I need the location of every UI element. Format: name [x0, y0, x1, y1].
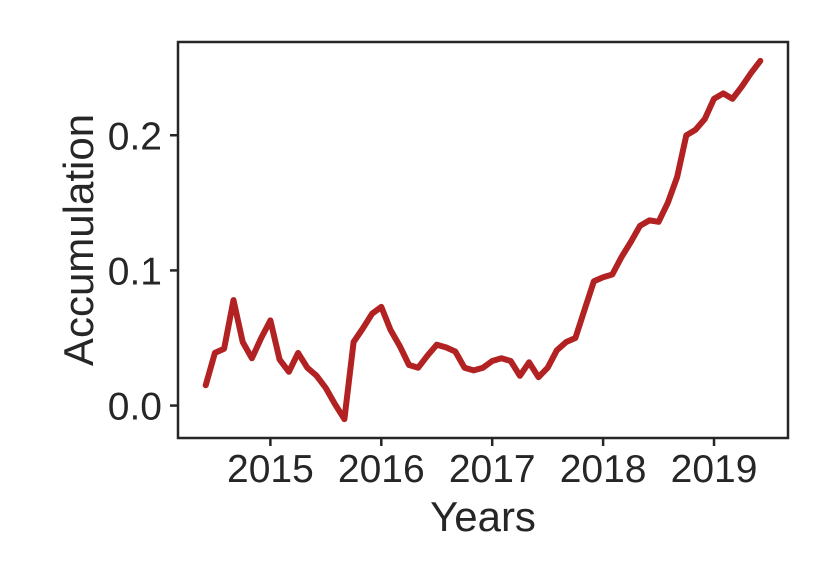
- plot-frame: [176, 40, 790, 440]
- y-axis-label: Accumulation: [55, 114, 102, 366]
- x-axis-label: Years: [430, 493, 536, 540]
- x-tick-label: 2018: [560, 448, 647, 491]
- plot-area: 2015 2016 2017 2018 2019 0.0 0.1 0.2: [108, 40, 790, 491]
- x-tick-label: 2019: [671, 448, 758, 491]
- data-line-accumulation: [202, 57, 764, 423]
- x-tick-label: 2017: [449, 448, 536, 491]
- y-tick-label: 0.0: [108, 386, 162, 429]
- y-tick-label: 0.2: [108, 115, 162, 158]
- x-tick-label: 2016: [338, 448, 425, 491]
- x-tick-label: 2015: [227, 448, 314, 491]
- y-tick-label: 0.1: [108, 250, 162, 293]
